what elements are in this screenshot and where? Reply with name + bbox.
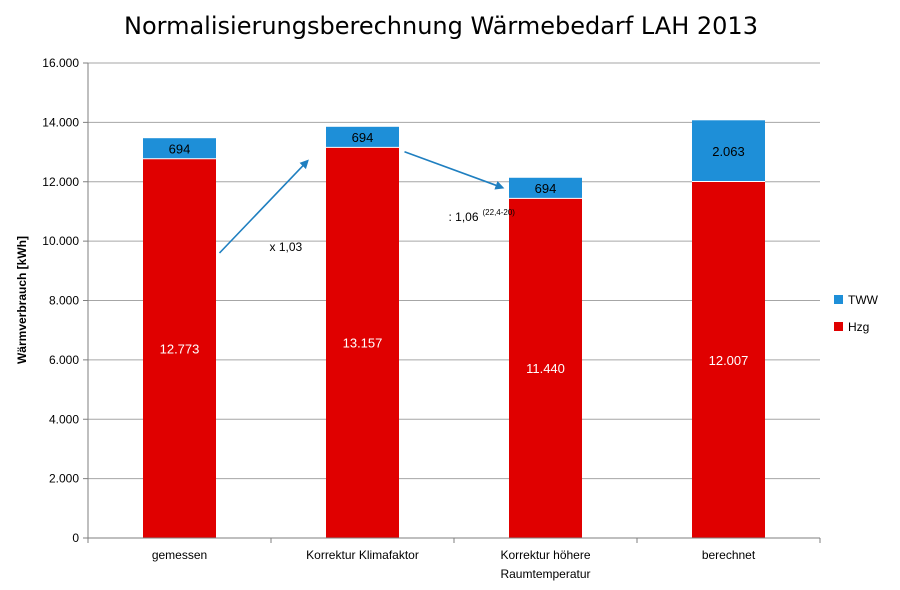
chart-title: Normalisierungsberechnung Wärmebedarf LA… bbox=[124, 12, 758, 40]
data-label-tww: 694 bbox=[352, 130, 374, 145]
bar-hzg bbox=[509, 198, 582, 538]
data-labels: 12.773 694 13.157 694 11.440 694 12.007 2.063 bbox=[160, 130, 749, 376]
annotation-raumtemperatur-sup: (22,4-20) bbox=[483, 208, 516, 217]
annotations: x 1,03 : 1,06 (22,4-20) bbox=[218, 151, 516, 254]
y-tick-label: 2.000 bbox=[49, 472, 79, 486]
data-label-hzg: 11.440 bbox=[526, 361, 565, 376]
bar-tww bbox=[326, 126, 399, 148]
annotation-klimafaktor: x 1,03 bbox=[270, 240, 303, 254]
x-tick-label: Korrektur höhere bbox=[500, 548, 590, 562]
bar-hzg bbox=[326, 147, 399, 539]
data-label-hzg: 13.157 bbox=[343, 336, 383, 351]
y-tick-label: 16.000 bbox=[42, 56, 79, 70]
bar-tww bbox=[509, 177, 582, 199]
data-label-tww: 694 bbox=[535, 181, 557, 196]
data-label-hzg: 12.773 bbox=[160, 341, 200, 356]
bars bbox=[143, 120, 765, 539]
x-tick-label: berechnet bbox=[702, 548, 756, 562]
legend-swatch-tww bbox=[834, 295, 843, 304]
legend-label-hzg: Hzg bbox=[848, 320, 869, 334]
y-axis-label: Wärmverbrauch [kWh] bbox=[15, 236, 29, 364]
y-tick-label: 4.000 bbox=[49, 412, 79, 426]
x-tick-label: Raumtemperatur bbox=[500, 567, 590, 581]
data-label-tww: 694 bbox=[169, 142, 191, 157]
y-tick-label: 6.000 bbox=[49, 353, 79, 367]
legend-swatch-hzg bbox=[834, 322, 843, 331]
y-tick-label: 10.000 bbox=[42, 234, 79, 248]
axes: 0 2.000 4.000 6.000 8.000 10.000 12.000 14.000 1… bbox=[42, 56, 821, 581]
y-tick-label: 12.000 bbox=[42, 175, 79, 189]
legend: TWW Hzg bbox=[834, 293, 879, 334]
y-tick-label: 0 bbox=[72, 531, 79, 545]
bar-tww bbox=[692, 120, 765, 182]
bar-hzg bbox=[692, 181, 765, 539]
bar-hzg bbox=[143, 158, 216, 538]
data-label-hzg: 12.007 bbox=[709, 353, 749, 368]
arrow-raumtemperatur bbox=[404, 151, 505, 190]
arrow-klimafaktor bbox=[218, 159, 309, 254]
x-tick-label: gemessen bbox=[152, 548, 207, 562]
legend-label-tww: TWW bbox=[848, 293, 879, 307]
data-label-tww: 2.063 bbox=[712, 144, 745, 159]
x-tick-label: Korrektur Klimafaktor bbox=[306, 548, 419, 562]
bar-tww bbox=[143, 138, 216, 159]
annotation-raumtemperatur: : 1,06 bbox=[449, 210, 479, 224]
y-tick-label: 14.000 bbox=[42, 115, 79, 129]
y-tick-label: 8.000 bbox=[49, 294, 79, 308]
